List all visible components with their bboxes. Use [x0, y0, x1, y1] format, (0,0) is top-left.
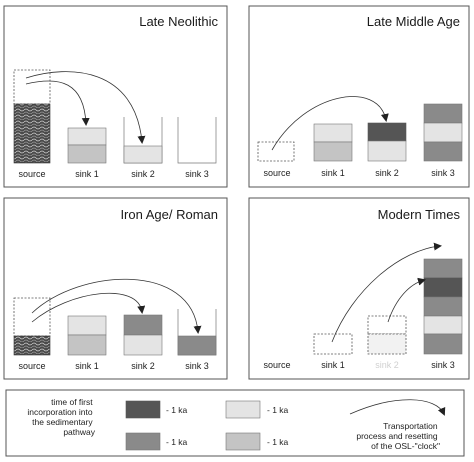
legend-arrow-text-line: of the OSL-"clock": [371, 441, 440, 451]
source-label: source: [263, 168, 290, 178]
sink-1-label: sink 1: [75, 361, 99, 371]
sink-2-label: sink 2: [131, 169, 155, 179]
legend-heading-line: the sedimentary: [32, 417, 93, 427]
legend-swatch-lighter: [225, 432, 261, 451]
legend-swatch-darkest: [125, 400, 161, 419]
sink-3-layer: [423, 122, 463, 143]
sink-3-layer: [423, 258, 463, 279]
sink-2-layer: [367, 140, 407, 162]
sink-3-label: sink 3: [431, 168, 455, 178]
sink-3-layer: [423, 296, 463, 317]
source-label: source: [263, 360, 290, 370]
source-dashed-box: [257, 141, 295, 162]
legend-transport-arrow: [349, 399, 446, 416]
legend-heading: time of first incorporation into the sed…: [27, 397, 95, 437]
legend: time of first incorporation into the sed…: [5, 389, 465, 457]
legend-heading-line: incorporation into: [27, 407, 92, 417]
transport-arrow: [25, 71, 146, 144]
panel-title: Modern Times: [378, 207, 461, 222]
legend-item-label: - 1 ka: [267, 437, 289, 447]
sink-1-layer: [67, 127, 107, 146]
sink-1-label: sink 1: [321, 168, 345, 178]
sink-2-label: sink 2: [375, 360, 399, 370]
source-label: source: [18, 169, 45, 179]
panel-iron-age-roman: Iron Age/ Roman source sink 1 sink 2 sin…: [3, 197, 228, 380]
sink-2-layer: [123, 145, 163, 164]
legend-arrow-text: Transportation process and resetting of …: [356, 421, 440, 451]
sink-3-layer: [177, 335, 217, 356]
sink-2-label: sink 2: [131, 361, 155, 371]
sink-3-label: sink 3: [185, 361, 209, 371]
transport-arrow: [387, 277, 426, 323]
transport-arrow: [31, 278, 202, 334]
transport-arrow: [271, 96, 389, 151]
legend-swatch-light: [225, 400, 261, 419]
source-sediment-block: [13, 335, 51, 356]
legend-arrow-text-line: Transportation: [383, 421, 438, 431]
sink-1-layer: [313, 123, 353, 143]
panel-title: Iron Age/ Roman: [120, 207, 218, 222]
sink-2-layer: [123, 334, 163, 356]
sink-3-layer: [423, 333, 463, 355]
transport-arrow: [25, 80, 90, 126]
panel-title: Late Neolithic: [139, 14, 218, 29]
sink-3-layer: [423, 141, 463, 162]
sink-3-label: sink 3: [431, 360, 455, 370]
sink-3-layer: [423, 277, 463, 298]
transport-arrow: [331, 242, 442, 343]
legend-heading-line: time of first: [51, 397, 93, 407]
sink-2-layer: [367, 333, 407, 355]
legend-heading-line: pathway: [63, 427, 95, 437]
legend-arrow-text-line: process and resetting: [356, 431, 438, 441]
sink-1-label: sink 1: [75, 169, 99, 179]
transport-arrow: [31, 292, 146, 323]
panel-late-middle-age: Late Middle Age source sink 1 sink 2 sin…: [248, 5, 470, 188]
sink-3-container: [177, 117, 217, 164]
panel-late-neolithic: Late Neolithic source sink 1 sink 2 sink…: [3, 5, 228, 188]
legend-item-label: - 1 ka: [166, 405, 188, 415]
sink-3-layer: [423, 103, 463, 124]
sink-2-label: sink 2: [375, 168, 399, 178]
sink-1-dashed-box: [313, 333, 353, 355]
panel-title: Late Middle Age: [367, 14, 460, 29]
sink-1-layer: [313, 141, 353, 162]
legend-item-label: - 1 ka: [166, 437, 188, 447]
sink-1-layer: [67, 315, 107, 336]
sink-3-label: sink 3: [185, 169, 209, 179]
source-sediment-block: [13, 103, 51, 164]
sink-1-layer: [67, 144, 107, 164]
source-label: source: [18, 361, 45, 371]
sink-1-layer: [67, 334, 107, 356]
panel-modern-times: Modern Times source sink 1 sink 2 sink 3: [248, 197, 470, 380]
legend-swatch-dark: [125, 432, 161, 451]
sink-3-layer: [423, 315, 463, 335]
sink-2-layer: [123, 314, 163, 336]
sink-2-layer: [367, 122, 407, 142]
legend-item-label: - 1 ka: [267, 405, 289, 415]
sink-1-label: sink 1: [321, 360, 345, 370]
